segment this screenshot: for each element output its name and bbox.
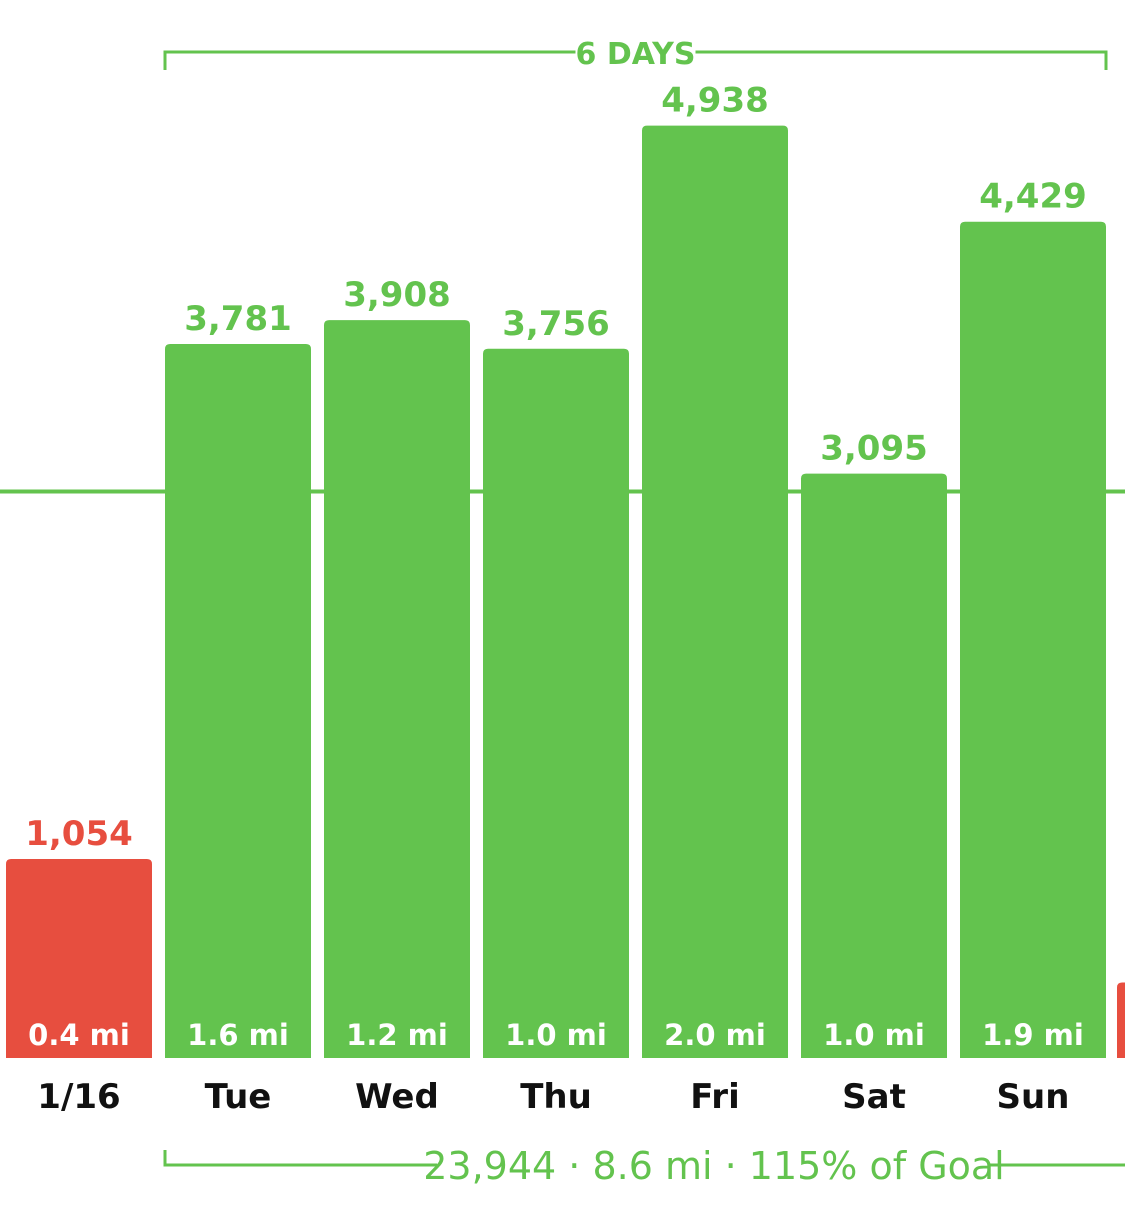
bar-fri[interactable] <box>642 125 788 1059</box>
bar-distance-label: 1.6 mi <box>187 1018 289 1052</box>
streak-summary: 23,944 · 8.6 mi · 115% of Goal <box>423 1144 1005 1188</box>
x-axis-label: Wed <box>355 1077 439 1117</box>
bar-thu[interactable] <box>483 348 629 1059</box>
bar-distance-label: 1.0 mi <box>505 1018 607 1052</box>
x-axis-label: Thu <box>520 1077 592 1117</box>
bar-distance-label: 0.4 mi <box>28 1018 130 1052</box>
bar-next-partial[interactable] <box>1117 982 1125 1058</box>
x-axis-label: Sun <box>997 1077 1070 1117</box>
bar-value-label: 1,054 <box>25 814 133 854</box>
bar-value-label: 3,908 <box>343 275 451 315</box>
streak-bottom-bracket: 23,944 · 8.6 mi · 115% of Goal <box>163 1144 1125 1188</box>
x-axis-label: Sat <box>842 1077 906 1117</box>
streak-top-bracket-right-line <box>695 50 1108 70</box>
bar-distance-label: 2.0 mi <box>664 1018 766 1052</box>
streak-top-bracket-left-line <box>163 50 576 70</box>
bar-distance-label: 1.2 mi <box>346 1018 448 1052</box>
bar-distance-label: 1.0 mi <box>823 1018 925 1052</box>
bar-value-label: 4,938 <box>661 81 769 121</box>
bar-value-label: 3,756 <box>502 304 610 344</box>
bar-sat[interactable] <box>801 473 947 1059</box>
bar-1-16[interactable] <box>6 858 152 1058</box>
bar-value-label: 4,429 <box>979 177 1087 217</box>
bar-tue[interactable] <box>165 344 311 1058</box>
streak-top-bracket: 6 DAYS <box>163 37 1108 72</box>
x-axis-label: Fri <box>690 1077 739 1117</box>
bar-sun[interactable] <box>960 221 1106 1059</box>
x-axis-label: Tue <box>205 1077 272 1117</box>
bar-distance-label: 1.9 mi <box>982 1018 1084 1052</box>
x-axis-label: 1/16 <box>37 1077 120 1117</box>
bar-value-label: 3,095 <box>820 429 928 469</box>
streak-title: 6 DAYS <box>576 37 696 72</box>
bar-value-label: 3,781 <box>184 299 292 339</box>
bar-wed[interactable] <box>324 320 470 1058</box>
streak-bottom-bracket-left-line <box>163 1150 437 1167</box>
